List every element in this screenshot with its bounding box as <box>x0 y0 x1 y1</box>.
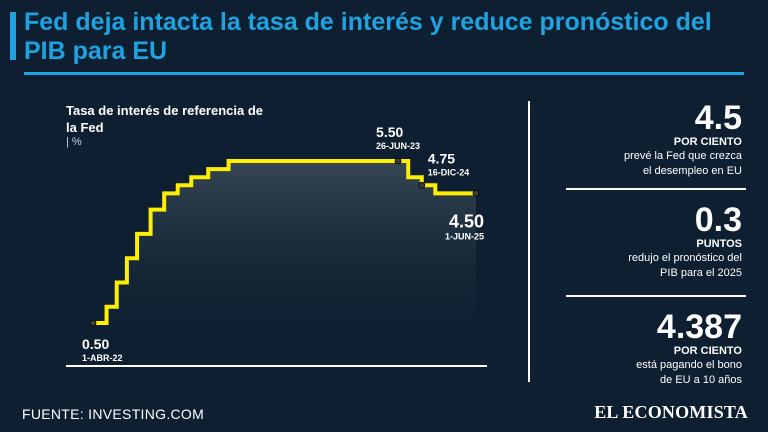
stat-desc-line: prevé la Fed que crezca <box>623 150 742 162</box>
data-point-marker <box>394 157 402 165</box>
data-point-marker <box>472 189 480 197</box>
header-divider <box>24 72 744 75</box>
page-title: Fed deja intacta la tasa de interés y re… <box>24 8 712 65</box>
stat-unit: POR CIENTO <box>673 345 742 357</box>
chart-title: Tasa de interés de referencia de la Fed <box>66 103 264 135</box>
stat-gdp: 0.3 PUNTOS redujo el pronóstico del PIB … <box>532 203 742 281</box>
data-label-date: 1-JUN-25 <box>445 231 484 241</box>
vertical-divider <box>528 101 530 382</box>
data-label-date: 16-DIC-24 <box>428 167 470 177</box>
stat-unemployment: 4.5 POR CIENTO prevé la Fed que crezca e… <box>532 101 742 179</box>
stat-desc-line: PIB para el 2025 <box>660 267 742 279</box>
data-label-date: 26-JUN-23 <box>376 141 420 151</box>
data-label-value: 5.50 <box>376 124 403 140</box>
rate-series-line <box>93 159 476 325</box>
stat-unit: POR CIENTO <box>673 136 742 148</box>
data-point-marker <box>418 181 426 189</box>
data-label-value: 4.75 <box>428 150 455 166</box>
data-label-value: 4.50 <box>449 211 484 231</box>
brand-logo: EL ECONOMISTA <box>594 402 748 422</box>
stat-desc-line: de EU a 10 años <box>660 374 742 386</box>
stat-bond: 4.387 POR CIENTO está pagando el bono de… <box>532 310 742 388</box>
headline-accent-bar <box>10 12 16 60</box>
chart-unit-label: | % <box>66 136 82 148</box>
stat-separator <box>566 295 746 297</box>
stat-value: 0.3 <box>694 201 742 239</box>
stat-desc-line: está pagando el bono <box>636 359 742 371</box>
stat-desc-line: el desempleo en EU <box>642 165 742 177</box>
source-note: FUENTE: INVESTING.COM <box>22 406 205 422</box>
data-label-value: 0.50 <box>82 336 109 352</box>
stat-value: 4.5 <box>694 99 742 137</box>
rate-area-fill <box>93 161 476 366</box>
data-point-marker <box>89 319 97 327</box>
data-label-date: 1-ABR-22 <box>82 353 123 363</box>
stat-separator <box>566 188 746 190</box>
stat-value: 4.387 <box>656 308 742 346</box>
stat-unit: PUNTOS <box>696 238 742 250</box>
stat-desc-line: redujo el pronóstico del <box>628 252 742 264</box>
